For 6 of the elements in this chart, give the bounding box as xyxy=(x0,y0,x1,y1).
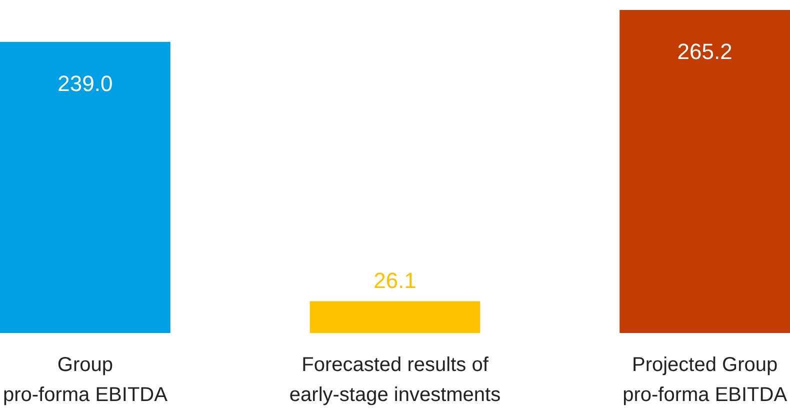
data-label: 26.1 xyxy=(374,268,416,294)
data-label: 239.0 xyxy=(58,70,113,96)
x-tick-label: Group pro-forma EBITDA xyxy=(2,354,168,406)
x-tick-label: Forecasted results of early-stage investments xyxy=(289,354,501,406)
data-label: 265.2 xyxy=(677,39,732,64)
x-tick-label: Projected Group pro-forma EBITDA xyxy=(622,354,788,406)
